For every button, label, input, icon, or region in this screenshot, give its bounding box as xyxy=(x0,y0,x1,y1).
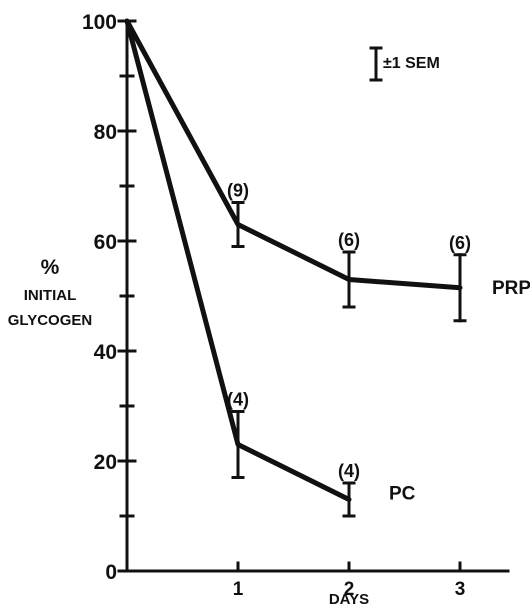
y-axis-label-line-0: % xyxy=(41,256,60,279)
y-tick-label-100: 100 xyxy=(82,11,117,34)
ticks xyxy=(117,19,462,573)
y-tick-label-0: 0 xyxy=(105,561,117,584)
series-name-label-prp: PRP xyxy=(492,278,530,299)
axes xyxy=(125,19,510,573)
n-label-prp-3: (6) xyxy=(449,233,471,253)
n-label-pc-1: (4) xyxy=(227,390,249,410)
y-tick-label-20: 20 xyxy=(94,451,117,474)
series-name-label-pc: PC xyxy=(389,484,416,505)
y-tick-label-80: 80 xyxy=(94,121,117,144)
n-label-pc-2: (4) xyxy=(338,461,360,481)
sem-key-label: ±1 SEM xyxy=(383,55,440,72)
series-prp: (9) (6) (6) PRP xyxy=(124,18,530,323)
y-tick-label-60: 60 xyxy=(94,231,117,254)
labels: 0 20 40 60 80 100 1 2 3 DAYS% INITIAL GLYCOGEN ±1 SE… xyxy=(8,11,466,608)
x-tick-label-1: 1 xyxy=(233,579,244,600)
y-axis-label-line-2: GLYCOGEN xyxy=(8,312,92,329)
series-pc: (4) (4) PC xyxy=(124,18,416,518)
y-axis-label-line-1: INITIAL xyxy=(24,287,77,304)
n-label-prp-2: (6) xyxy=(338,230,360,250)
n-label-prp-1: (9) xyxy=(227,181,249,201)
series-line-prp xyxy=(124,18,463,291)
x-tick-label-2: 2 xyxy=(344,579,355,600)
x-tick-label-3: 3 xyxy=(455,579,466,600)
x-axis-label: DAYS xyxy=(329,591,369,608)
y-tick-label-40: 40 xyxy=(94,341,117,364)
series: (9) (6) (6) PRP (4) (4) PC xyxy=(124,18,530,518)
